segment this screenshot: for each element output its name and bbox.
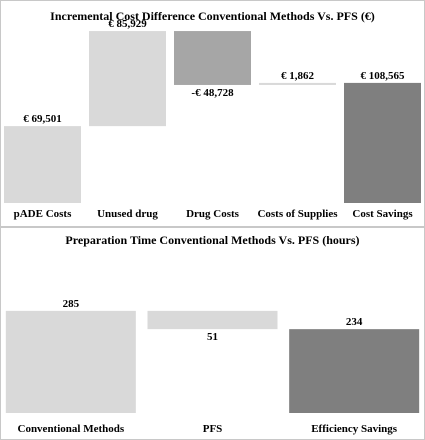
bar-drug-costs	[174, 31, 251, 85]
bar-costs-of-supplies	[259, 82, 336, 85]
category-label: Drug Costs	[186, 208, 240, 220]
data-label: 51	[207, 331, 218, 343]
data-label: -€ 48,728	[191, 87, 234, 99]
bar-cost-savings	[344, 82, 421, 203]
data-label: 285	[63, 298, 80, 310]
category-label: Conventional Methods	[18, 423, 125, 435]
chart-title: Preparation Time Conventional Methods Vs…	[65, 233, 360, 247]
preparation-time-chart: Preparation Time Conventional Methods Vs…	[0, 227, 425, 440]
chart-title: Incremental Cost Difference Conventional…	[50, 9, 375, 23]
bar-conventional-methods	[5, 310, 136, 413]
data-label: € 108,565	[361, 70, 406, 82]
cost-chart-plot: € 69,501 pADE Costs € 85,929 Unused drug -€ …	[4, 18, 421, 220]
bar-efficiency-savings	[289, 329, 420, 413]
category-label: Cost Savings	[352, 208, 413, 220]
data-label: € 1,862	[281, 70, 315, 82]
data-label: 234	[346, 316, 363, 328]
cost-difference-chart: Incremental Cost Difference Conventional…	[0, 0, 425, 227]
bar-pade-costs	[4, 126, 81, 203]
data-label: € 69,501	[23, 113, 62, 125]
time-chart-plot: 285 Conventional Methods 51 PFS 234 Efficienc…	[5, 298, 420, 435]
bar-unused-drug	[89, 31, 166, 127]
category-label: Unused drug	[97, 208, 158, 220]
category-label: Efficiency Savings	[311, 423, 398, 435]
data-label: € 85,929	[108, 18, 147, 30]
category-label: pADE Costs	[14, 208, 72, 220]
category-label: Costs of Supplies	[257, 208, 338, 220]
category-label: PFS	[203, 423, 223, 435]
bar-pfs	[147, 310, 278, 330]
